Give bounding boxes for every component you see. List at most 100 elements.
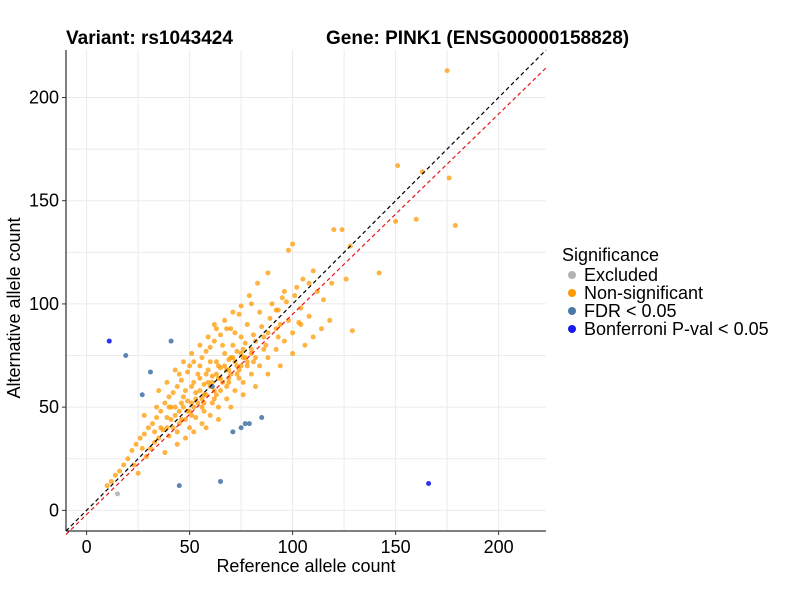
data-point-non-significant bbox=[145, 425, 151, 431]
data-point-non-significant bbox=[265, 355, 271, 361]
legend-swatch-bonferroni bbox=[568, 325, 576, 333]
data-point-non-significant bbox=[290, 241, 296, 247]
data-point-non-significant bbox=[318, 326, 324, 332]
data-point-non-significant bbox=[240, 379, 246, 385]
chart-title-gene: Gene: PINK1 (ENSG00000158828) bbox=[326, 28, 629, 49]
y-tick-label: 100 bbox=[29, 294, 59, 314]
data-point-non-significant bbox=[300, 276, 306, 282]
data-point-non-significant bbox=[257, 309, 263, 315]
data-point-non-significant bbox=[285, 247, 291, 253]
data-point-non-significant bbox=[195, 371, 201, 377]
data-point-fdr bbox=[176, 483, 182, 489]
data-point-non-significant bbox=[234, 371, 240, 377]
x-tick-label: 150 bbox=[381, 537, 411, 557]
data-point-non-significant bbox=[189, 383, 195, 389]
data-point-non-significant bbox=[166, 394, 172, 400]
data-point-non-significant bbox=[197, 363, 203, 369]
y-axis-label: Alternative allele count bbox=[4, 217, 24, 398]
data-point-non-significant bbox=[236, 375, 242, 381]
data-point-fdr bbox=[230, 429, 236, 435]
data-point-non-significant bbox=[199, 396, 205, 402]
data-point-non-significant bbox=[209, 373, 215, 379]
data-point-non-significant bbox=[135, 470, 141, 476]
data-point-non-significant bbox=[250, 332, 256, 338]
x-axis-label: Reference allele count bbox=[216, 556, 395, 576]
data-point-non-significant bbox=[224, 396, 230, 402]
data-point-non-significant bbox=[269, 301, 275, 307]
data-point-non-significant bbox=[199, 355, 205, 361]
identity-line bbox=[65, 49, 547, 532]
chart-title-variant: Variant: rs1043424 bbox=[66, 28, 233, 49]
data-point-non-significant bbox=[205, 379, 211, 385]
data-point-non-significant bbox=[207, 359, 213, 365]
data-point-non-significant bbox=[306, 280, 312, 286]
data-point-non-significant bbox=[240, 392, 246, 398]
data-point-non-significant bbox=[141, 431, 147, 437]
data-point-non-significant bbox=[298, 305, 304, 311]
data-point-non-significant bbox=[112, 472, 118, 478]
data-point-non-significant bbox=[189, 412, 195, 418]
data-point-non-significant bbox=[201, 408, 207, 414]
data-point-non-significant bbox=[191, 404, 197, 410]
data-point-non-significant bbox=[261, 346, 267, 352]
data-point-non-significant bbox=[230, 342, 236, 348]
data-point-non-significant bbox=[292, 293, 298, 299]
data-point-non-significant bbox=[290, 330, 296, 336]
data-point-non-significant bbox=[199, 404, 205, 410]
data-point-non-significant bbox=[154, 414, 160, 420]
data-point-non-significant bbox=[170, 425, 176, 431]
data-point-non-significant bbox=[211, 396, 217, 402]
data-point-non-significant bbox=[108, 478, 114, 484]
data-point-non-significant bbox=[164, 425, 170, 431]
data-point-non-significant bbox=[180, 359, 186, 365]
axis-ticks: 0 50 100 150 200 0 50 100 150 200 bbox=[29, 87, 514, 557]
data-point-non-significant bbox=[203, 348, 209, 354]
data-point-non-significant bbox=[170, 390, 176, 396]
legend-title: Significance bbox=[562, 245, 659, 265]
data-point-non-significant bbox=[168, 417, 174, 423]
data-point-non-significant bbox=[150, 421, 156, 427]
data-point-non-significant bbox=[232, 330, 238, 336]
data-point-non-significant bbox=[129, 447, 135, 453]
data-point-non-significant bbox=[242, 340, 248, 346]
data-point-non-significant bbox=[248, 371, 254, 377]
legend-swatch-excluded bbox=[568, 271, 576, 279]
data-point-non-significant bbox=[178, 400, 184, 406]
data-point-non-significant bbox=[281, 338, 287, 344]
data-point-non-significant bbox=[298, 322, 304, 328]
data-point-non-significant bbox=[281, 289, 287, 295]
data-point-non-significant bbox=[306, 313, 312, 319]
data-point-non-significant bbox=[265, 371, 271, 377]
data-point-non-significant bbox=[267, 315, 273, 321]
data-point-non-significant bbox=[222, 363, 228, 369]
legend-swatch-non-significant bbox=[568, 289, 576, 297]
data-point-non-significant bbox=[240, 346, 246, 352]
data-point-fdr bbox=[218, 478, 224, 484]
data-point-fdr bbox=[168, 338, 174, 344]
data-point-non-significant bbox=[349, 328, 355, 334]
y-tick-label: 50 bbox=[39, 397, 59, 417]
data-point-non-significant bbox=[191, 379, 197, 385]
data-point-non-significant bbox=[244, 363, 250, 369]
data-point-non-significant bbox=[248, 346, 254, 352]
data-point-non-significant bbox=[222, 317, 228, 323]
data-point-non-significant bbox=[213, 392, 219, 398]
data-point-non-significant bbox=[215, 404, 221, 410]
data-point-non-significant bbox=[213, 359, 219, 365]
data-point-non-significant bbox=[191, 429, 197, 435]
data-point-non-significant bbox=[121, 462, 127, 468]
legend: Significance ExcludedNon-significantFDR … bbox=[562, 245, 769, 339]
data-point-non-significant bbox=[224, 383, 230, 389]
data-point-non-significant bbox=[236, 367, 242, 373]
data-point-non-significant bbox=[205, 367, 211, 373]
data-point-non-significant bbox=[180, 404, 186, 410]
data-point-non-significant bbox=[265, 330, 271, 336]
data-point-non-significant bbox=[187, 363, 193, 369]
data-point-non-significant bbox=[275, 334, 281, 340]
reference-lines bbox=[65, 49, 547, 535]
x-tick-label: 100 bbox=[278, 537, 308, 557]
legend-label-non-significant: Non-significant bbox=[584, 283, 703, 303]
data-point-non-significant bbox=[222, 350, 228, 356]
data-point-non-significant bbox=[220, 342, 226, 348]
